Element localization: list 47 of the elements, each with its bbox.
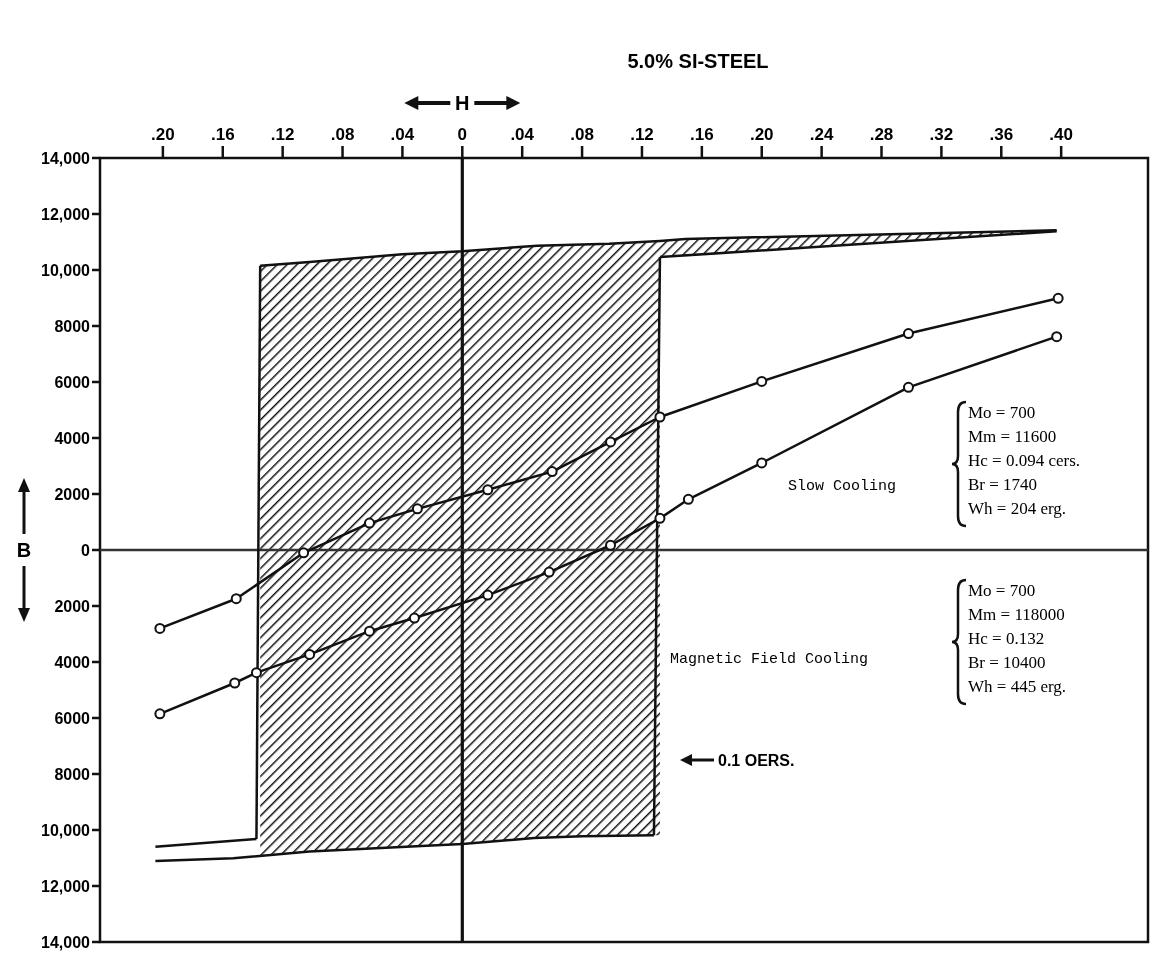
annotation: Br = 10400 <box>968 653 1046 672</box>
x-tick-label: .04 <box>510 125 535 144</box>
annotation: Mm = 118000 <box>968 605 1065 624</box>
x-tick-label: .12 <box>630 125 654 144</box>
y-tick-label: 8000 <box>54 317 91 335</box>
x-axis-title: H <box>455 92 470 114</box>
x-tick-label: .24 <box>809 125 834 144</box>
y-tick-label: 2000 <box>54 597 91 615</box>
x-tick-label: .32 <box>929 125 954 144</box>
y-tick-label: 8000 <box>54 765 91 783</box>
annotation: Hc = 0.132 <box>968 629 1045 648</box>
x-tick-label: .16 <box>210 125 235 144</box>
annotation: Mm = 11600 <box>968 427 1057 446</box>
y-tick-label: 12,000 <box>41 205 91 223</box>
chart-title: 5.0% SI-STEEL <box>627 50 769 72</box>
x-tick-label: .04 <box>390 125 415 144</box>
annotation: 0.1 OERS. <box>718 751 795 769</box>
x-tick-label: .20 <box>749 125 774 144</box>
annotation: Wh = 204 erg. <box>968 499 1067 518</box>
x-tick-label: .08 <box>330 125 355 144</box>
x-tick-label: .12 <box>270 125 295 144</box>
x-tick-label: .08 <box>570 125 594 144</box>
y-tick-label: 4000 <box>54 653 91 671</box>
annotation: Slow Cooling <box>787 478 896 495</box>
annotation: Wh = 445 erg. <box>968 677 1067 696</box>
y-tick-label: 10,000 <box>41 261 91 279</box>
y-tick-label: 6000 <box>54 373 91 391</box>
y-tick-label: 6000 <box>54 709 91 727</box>
y-tick-label: 12,000 <box>41 877 91 895</box>
y-axis-title: B <box>16 539 32 561</box>
y-tick-label: 2000 <box>54 485 91 503</box>
annotation: Hc = 0.094 cers. <box>968 451 1081 470</box>
x-tick-label: .16 <box>690 125 714 144</box>
x-tick-label: .40 <box>1049 125 1073 144</box>
y-tick-label: 14,000 <box>41 149 91 167</box>
x-tick-label: .20 <box>151 125 175 144</box>
y-tick-label: 4000 <box>54 429 91 447</box>
y-tick-label: 14,000 <box>41 933 91 951</box>
annotation: Magnetic Field Cooling <box>669 651 868 668</box>
annotation: Mo = 700 <box>968 581 1036 600</box>
annotation: Mo = 700 <box>968 403 1036 422</box>
annotation: Br = 1740 <box>968 475 1038 494</box>
y-tick-label: 0 <box>81 541 91 559</box>
x-tick-label: .28 <box>869 125 894 144</box>
x-tick-label: .36 <box>989 125 1014 144</box>
y-tick-label: 10,000 <box>41 821 91 839</box>
x-tick-label: 0 <box>457 125 468 144</box>
